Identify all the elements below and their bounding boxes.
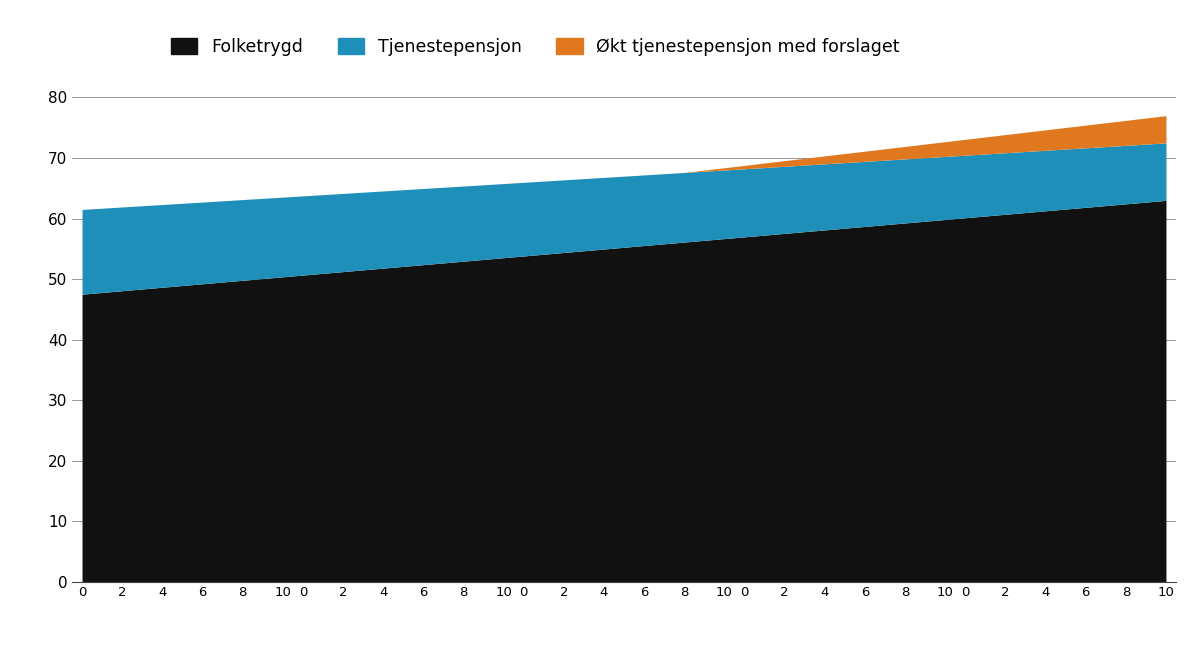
Legend: Folketrygd, Tjenestepensjon, Økt tjenestepensjon med forslaget: Folketrygd, Tjenestepensjon, Økt tjenest… (172, 38, 900, 56)
